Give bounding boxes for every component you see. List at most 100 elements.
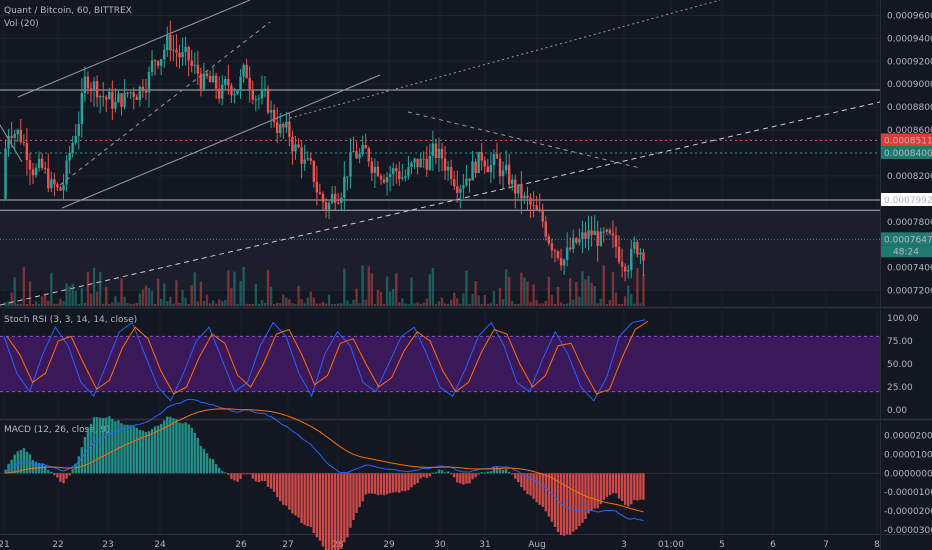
macd-histogram-bar bbox=[59, 473, 62, 482]
candle-body bbox=[343, 176, 346, 198]
macd-histogram-bar bbox=[236, 473, 239, 482]
volume-bar bbox=[211, 300, 215, 306]
macd-histogram-bar bbox=[388, 473, 392, 494]
volume-bar bbox=[80, 288, 84, 306]
candle-body bbox=[486, 166, 490, 173]
volume-bar bbox=[37, 303, 41, 306]
candle-body bbox=[71, 143, 74, 154]
macd-histogram-bar bbox=[285, 473, 288, 506]
volume-bar bbox=[254, 284, 258, 306]
volume-bar bbox=[526, 281, 529, 306]
candle-body bbox=[434, 143, 438, 159]
candle-body bbox=[227, 79, 230, 86]
macd-histogram-bar bbox=[330, 473, 334, 550]
candle-body bbox=[474, 161, 477, 173]
volume-bar bbox=[501, 299, 505, 306]
macd-histogram-bar bbox=[205, 453, 209, 474]
candle-body bbox=[190, 60, 193, 66]
macd-histogram-bar bbox=[56, 473, 59, 478]
volume-bar bbox=[230, 288, 233, 306]
candle-body bbox=[333, 193, 337, 203]
price-tick-label: 0.00090000 bbox=[887, 80, 932, 90]
candle-body bbox=[233, 94, 236, 96]
volume-bar bbox=[471, 294, 474, 306]
macd-histogram-bar bbox=[187, 424, 190, 474]
macd-histogram-bar bbox=[126, 424, 129, 474]
candle-body bbox=[422, 158, 425, 160]
candle-body bbox=[74, 135, 77, 144]
candle-body bbox=[395, 168, 398, 172]
macd-histogram-bar bbox=[544, 473, 547, 512]
candle-body bbox=[630, 248, 633, 270]
macd-histogram-bar bbox=[337, 473, 340, 550]
macd-histogram-bar bbox=[562, 473, 566, 536]
volume-bar bbox=[395, 273, 398, 306]
macd-histogram-bar bbox=[514, 473, 517, 479]
macd-histogram-bar bbox=[511, 473, 514, 475]
macd-histogram-bar bbox=[382, 473, 386, 496]
volume-bar bbox=[556, 287, 560, 306]
macd-histogram-bar bbox=[352, 473, 355, 520]
volume-bar bbox=[514, 303, 517, 306]
candle-body bbox=[147, 71, 151, 93]
volume-bar bbox=[315, 303, 319, 306]
price-tick-label: 0.00088000 bbox=[887, 103, 932, 113]
macd-histogram-bar bbox=[83, 437, 87, 474]
macd-histogram-bar bbox=[129, 425, 132, 474]
volume-bar bbox=[260, 299, 264, 306]
candle-body bbox=[153, 60, 157, 62]
candle-body bbox=[565, 247, 569, 260]
candle-body bbox=[550, 243, 554, 251]
volume-bar bbox=[608, 300, 612, 306]
volume-bar bbox=[138, 293, 142, 306]
candle-body bbox=[507, 164, 511, 185]
volume-bar bbox=[456, 298, 459, 306]
volume-bar bbox=[553, 303, 557, 306]
macd-histogram-bar bbox=[526, 473, 529, 495]
candle-body bbox=[285, 121, 288, 128]
price-tick-label: 0.00074000 bbox=[887, 264, 932, 274]
macd-histogram-bar bbox=[541, 473, 544, 507]
volume-bar bbox=[404, 303, 407, 306]
candle-body bbox=[47, 168, 50, 189]
candle-body bbox=[620, 261, 624, 267]
candle-body bbox=[44, 167, 47, 169]
candle-body bbox=[569, 247, 572, 250]
channel-upper bbox=[17, 0, 251, 98]
macd-histogram-bar bbox=[159, 424, 163, 474]
time-tick-label: 23 bbox=[102, 540, 113, 550]
macd-histogram-bar bbox=[565, 473, 569, 535]
volume-bar bbox=[16, 303, 19, 306]
time-tick-label: 27 bbox=[282, 540, 293, 550]
volume-bar bbox=[275, 302, 279, 306]
candle-body bbox=[559, 258, 563, 266]
macd-histogram-bar bbox=[321, 473, 325, 547]
volume-bar bbox=[135, 302, 138, 306]
macd-histogram-bar bbox=[492, 467, 496, 474]
countdown-bg bbox=[881, 245, 932, 258]
macd-histogram-bar bbox=[367, 473, 370, 494]
macd-histogram-bar bbox=[431, 472, 435, 474]
macd-histogram-bar bbox=[40, 463, 44, 474]
macd-histogram-bar bbox=[474, 473, 477, 478]
volume-bar bbox=[550, 295, 554, 306]
volume-bar bbox=[59, 298, 62, 306]
candle-body bbox=[10, 135, 13, 138]
volume-bar bbox=[547, 276, 551, 306]
macd-histogram-bar bbox=[602, 473, 605, 500]
volume-bar bbox=[102, 303, 105, 306]
macd-histogram-bar bbox=[248, 473, 251, 475]
macd-histogram-bar bbox=[468, 473, 471, 484]
macd-histogram-bar bbox=[117, 420, 120, 474]
candle-body bbox=[126, 92, 129, 94]
candle-body bbox=[419, 158, 422, 168]
macd-histogram-bar bbox=[172, 418, 175, 474]
macd-histogram-bar bbox=[306, 473, 309, 527]
candle-body bbox=[321, 193, 325, 203]
price-tick-label: 0.00086000 bbox=[887, 126, 932, 136]
candle-body bbox=[388, 174, 392, 177]
macd-histogram-bar bbox=[391, 473, 395, 493]
